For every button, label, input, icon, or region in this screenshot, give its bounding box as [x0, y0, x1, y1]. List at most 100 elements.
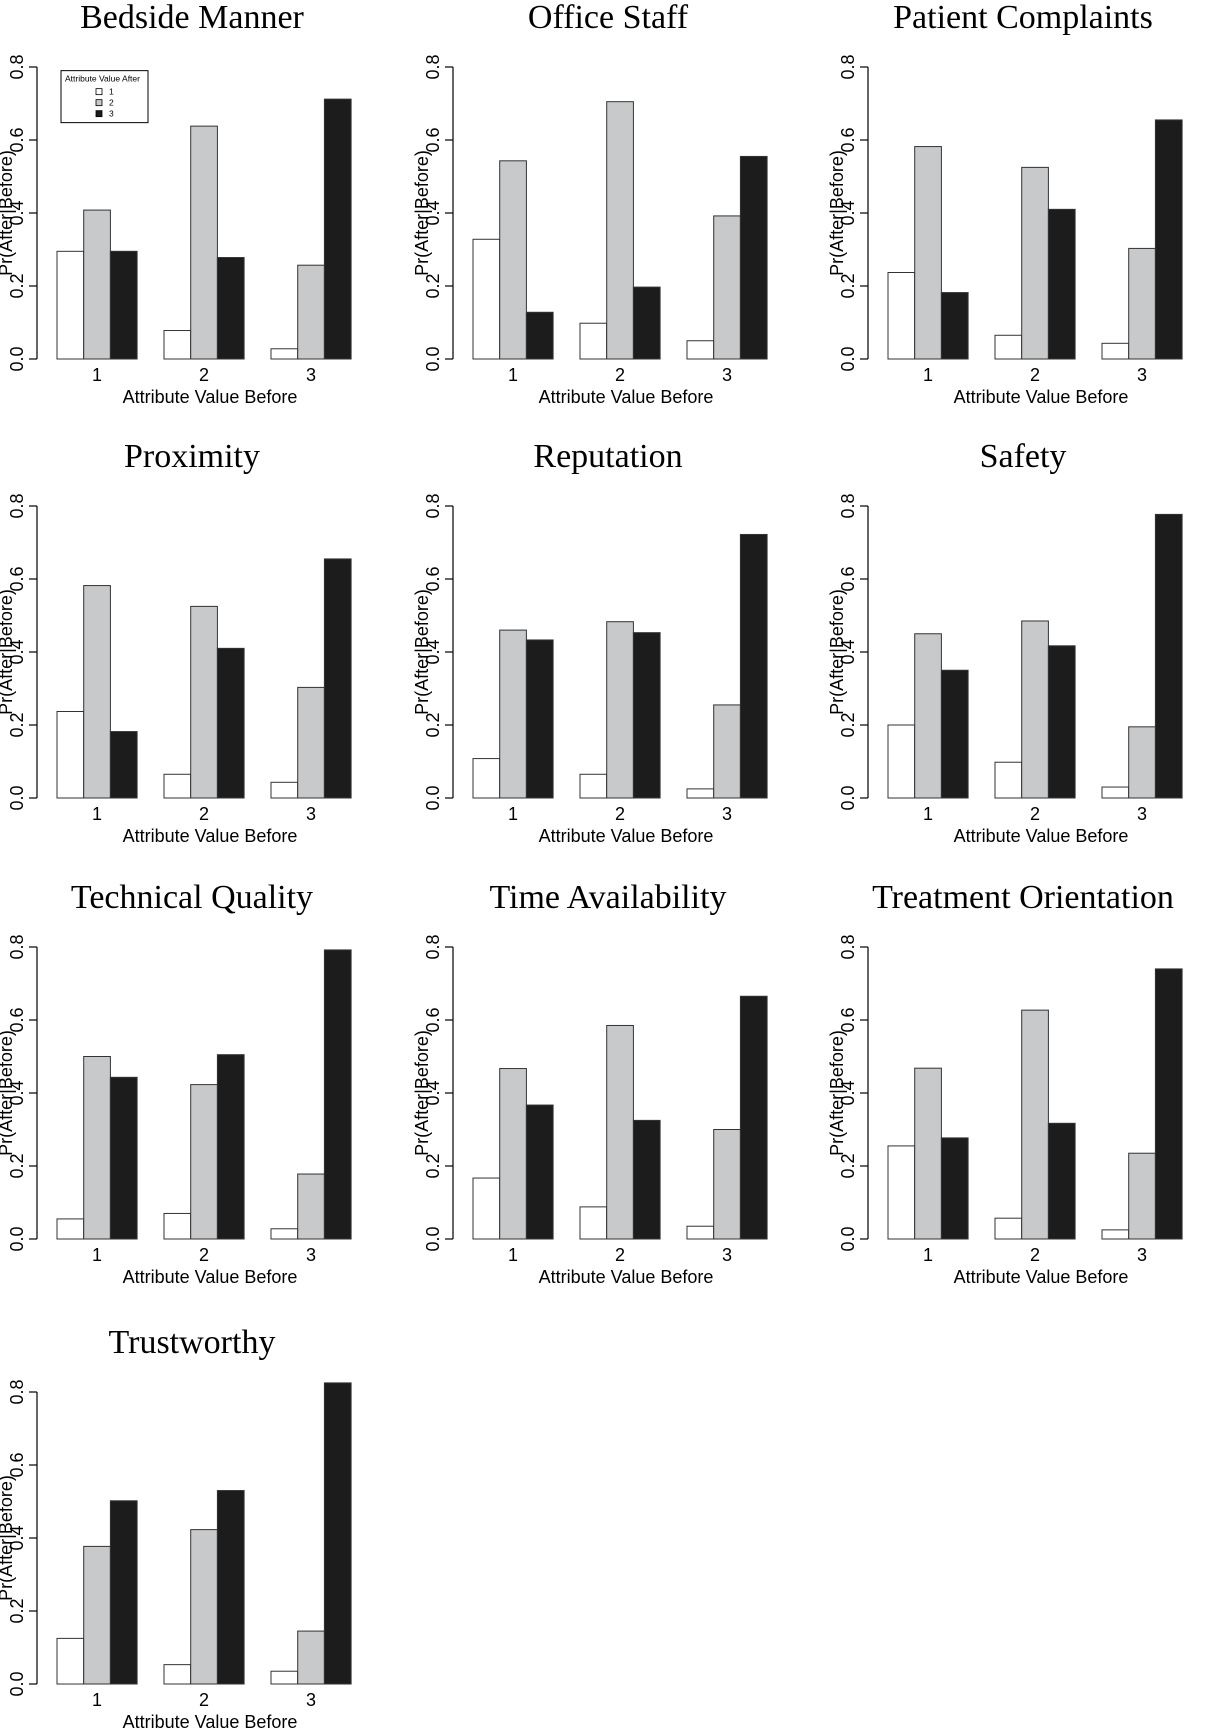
y-tick-label: 0.0: [7, 346, 27, 371]
y-tick-label: 0.6: [838, 127, 858, 152]
x-tick-label: 2: [199, 1245, 209, 1265]
y-tick-label: 0.8: [423, 493, 443, 518]
chart-title: Reputation: [533, 438, 682, 475]
y-axis-label: Pr(After|Before): [827, 150, 847, 276]
bar-before-3-after-2: [713, 215, 741, 360]
y-tick-label: 0.4: [7, 1080, 27, 1105]
y-axis-label: Pr(After|Before): [412, 589, 432, 715]
y-tick-label: 0.0: [7, 1671, 27, 1696]
y-axis-label: Pr(After|Before): [827, 1030, 847, 1156]
y-tick-label: 0.6: [423, 127, 443, 152]
chart-title: Time Availability: [489, 879, 726, 916]
bar-before-2-after-3: [632, 286, 661, 360]
y-tick-label: 0.2: [838, 1153, 858, 1178]
y-tick-label: 0.8: [838, 493, 858, 518]
legend-box: [60, 70, 149, 124]
x-axis-label: Attribute Value Before: [123, 826, 298, 846]
chart-title: Technical Quality: [71, 879, 313, 916]
bar-before-1-after-1: [472, 1177, 501, 1240]
bar-before-2-after-2: [190, 1529, 218, 1685]
bar-before-1-after-2: [499, 1068, 527, 1240]
y-axis-label: Pr(After|Before): [0, 150, 16, 276]
y-tick-label: 0.0: [423, 785, 443, 810]
bar-before-1-after-3: [109, 1076, 138, 1240]
y-tick-label: 0.2: [7, 1598, 27, 1623]
x-tick-label: 3: [306, 365, 316, 385]
bar-before-2-after-2: [190, 1084, 218, 1240]
bar-before-3-after-2: [1128, 726, 1156, 799]
bar-before-1-after-1: [887, 272, 916, 360]
bar-before-1-after-3: [109, 1500, 138, 1685]
bar-before-2-after-3: [216, 1054, 245, 1240]
bar-before-1-after-3: [940, 292, 969, 360]
chart-title: Patient Complaints: [893, 0, 1153, 36]
x-tick-label: 2: [615, 804, 625, 824]
bar-before-1-after-1: [887, 1145, 916, 1240]
x-tick-label: 3: [306, 804, 316, 824]
y-tick-label: 0.4: [423, 1080, 443, 1105]
x-axis-label: Attribute Value Before: [954, 1267, 1129, 1287]
legend-swatch: [95, 88, 103, 96]
x-tick-label: 2: [1030, 804, 1040, 824]
chart-title: Trustworthy: [109, 1324, 276, 1361]
y-tick-label: 0.2: [423, 1153, 443, 1178]
bar-before-1-after-1: [472, 238, 501, 360]
bar-before-2-after-3: [216, 1490, 245, 1685]
bar-before-3-after-1: [270, 781, 299, 799]
bar-before-3-after-1: [1101, 342, 1130, 360]
chart-panel-5: Reputation 1 2 3 0.0 0.2 0.4 0.6 0.8 Pr(After|Bef…: [412, 438, 768, 846]
bar-before-3-after-3: [323, 558, 352, 799]
bar-before-2-after-2: [1021, 620, 1049, 799]
bar-before-2-after-3: [1047, 1122, 1076, 1240]
x-axis-label: Attribute Value Before: [539, 1267, 714, 1287]
bar-before-2-after-3: [216, 257, 245, 360]
bar-before-1-after-1: [887, 724, 916, 799]
bar-before-3-after-2: [297, 1173, 325, 1240]
bar-before-2-after-2: [1021, 166, 1049, 360]
bar-before-3-after-3: [323, 1382, 352, 1685]
x-tick-label: 2: [1030, 1245, 1040, 1265]
y-tick-label: 0.0: [423, 346, 443, 371]
bar-before-1-after-3: [940, 1137, 969, 1240]
y-tick-label: 0.6: [838, 566, 858, 591]
x-tick-label: 2: [199, 365, 209, 385]
legend-entry: 1: [109, 87, 114, 97]
y-tick-label: 0.6: [7, 566, 27, 591]
x-tick-label: 1: [508, 804, 518, 824]
x-tick-label: 1: [923, 804, 933, 824]
x-tick-label: 2: [1030, 365, 1040, 385]
bar-before-3-after-2: [297, 1630, 325, 1685]
legend-title: Attribute Value After: [65, 74, 140, 84]
x-tick-label: 1: [923, 365, 933, 385]
x-tick-label: 1: [923, 1245, 933, 1265]
y-tick-label: 0.6: [7, 127, 27, 152]
legend-entry: 3: [109, 109, 114, 119]
bar-before-2-after-1: [994, 761, 1023, 799]
x-tick-label: 3: [1137, 1245, 1147, 1265]
y-tick-label: 0.2: [423, 712, 443, 737]
x-tick-label: 2: [199, 1690, 209, 1710]
y-tick-label: 0.8: [838, 54, 858, 79]
bar-before-3-after-1: [270, 1228, 299, 1240]
bar-before-1-after-1: [56, 1637, 85, 1685]
bar-before-3-after-1: [1101, 786, 1130, 799]
bar-before-3-after-1: [686, 1225, 715, 1240]
bar-before-1-after-1: [56, 711, 85, 799]
x-tick-label: 3: [722, 804, 732, 824]
bar-before-2-after-2: [606, 1024, 634, 1240]
chart-title: Bedside Manner: [80, 0, 304, 36]
y-tick-label: 0.6: [7, 1007, 27, 1032]
legend-swatch: [95, 99, 103, 107]
y-tick-label: 0.8: [7, 934, 27, 959]
bar-before-1-after-2: [83, 1056, 111, 1240]
y-tick-label: 0.4: [7, 1525, 27, 1550]
y-tick-label: 0.4: [838, 200, 858, 225]
bar-before-3-after-1: [270, 348, 299, 360]
bar-before-3-after-3: [1154, 513, 1183, 799]
bar-before-3-after-3: [1154, 968, 1183, 1240]
bar-before-3-after-3: [739, 155, 768, 360]
bar-before-3-after-2: [713, 1129, 741, 1240]
bar-before-1-after-2: [914, 1067, 942, 1240]
bar-before-3-after-2: [1128, 1152, 1156, 1240]
